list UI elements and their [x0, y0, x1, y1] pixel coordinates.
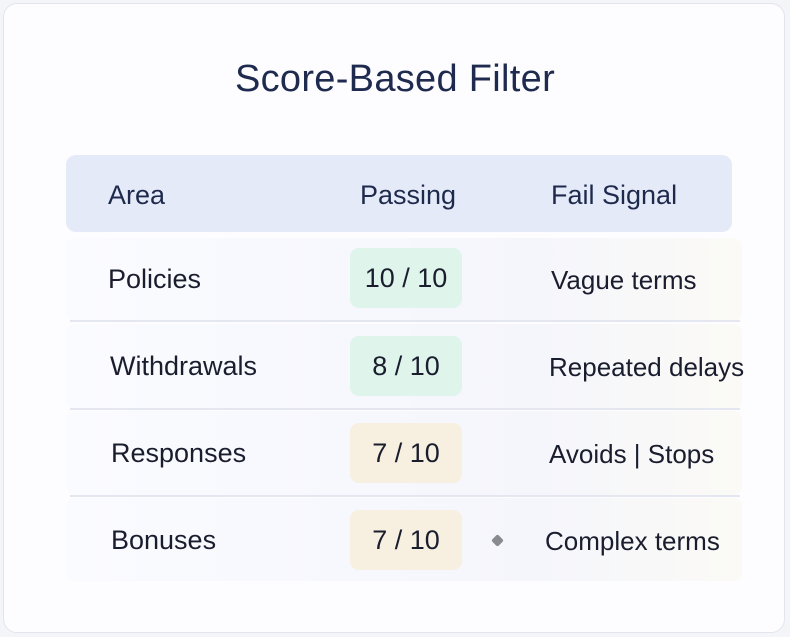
table-header — [66, 155, 732, 232]
page-title: Score-Based Filter — [234, 58, 556, 100]
column-header-area: Area — [108, 180, 166, 210]
passing-badge: 10 / 10 — [350, 248, 462, 308]
fail-signal-cell: Repeated delays — [549, 352, 745, 382]
area-cell: Withdrawals — [110, 351, 258, 381]
row-divider — [70, 408, 740, 410]
fail-signal-cell: Vague terms — [551, 265, 697, 295]
passing-badge: 8 / 10 — [350, 336, 462, 396]
column-header-fail-signal: Fail Signal — [551, 180, 678, 210]
column-header-passing: Passing — [360, 180, 457, 210]
area-cell: Bonuses — [111, 525, 217, 555]
row-divider — [70, 320, 740, 322]
row-divider — [70, 495, 740, 497]
area-cell: Responses — [111, 438, 247, 468]
area-cell: Policies — [108, 264, 202, 294]
fail-signal-cell: Avoids | Stops — [549, 439, 715, 469]
fail-signal-cell: Complex terms — [545, 526, 720, 556]
passing-badge: 7 / 10 — [350, 423, 462, 483]
passing-badge: 7 / 10 — [350, 510, 462, 570]
